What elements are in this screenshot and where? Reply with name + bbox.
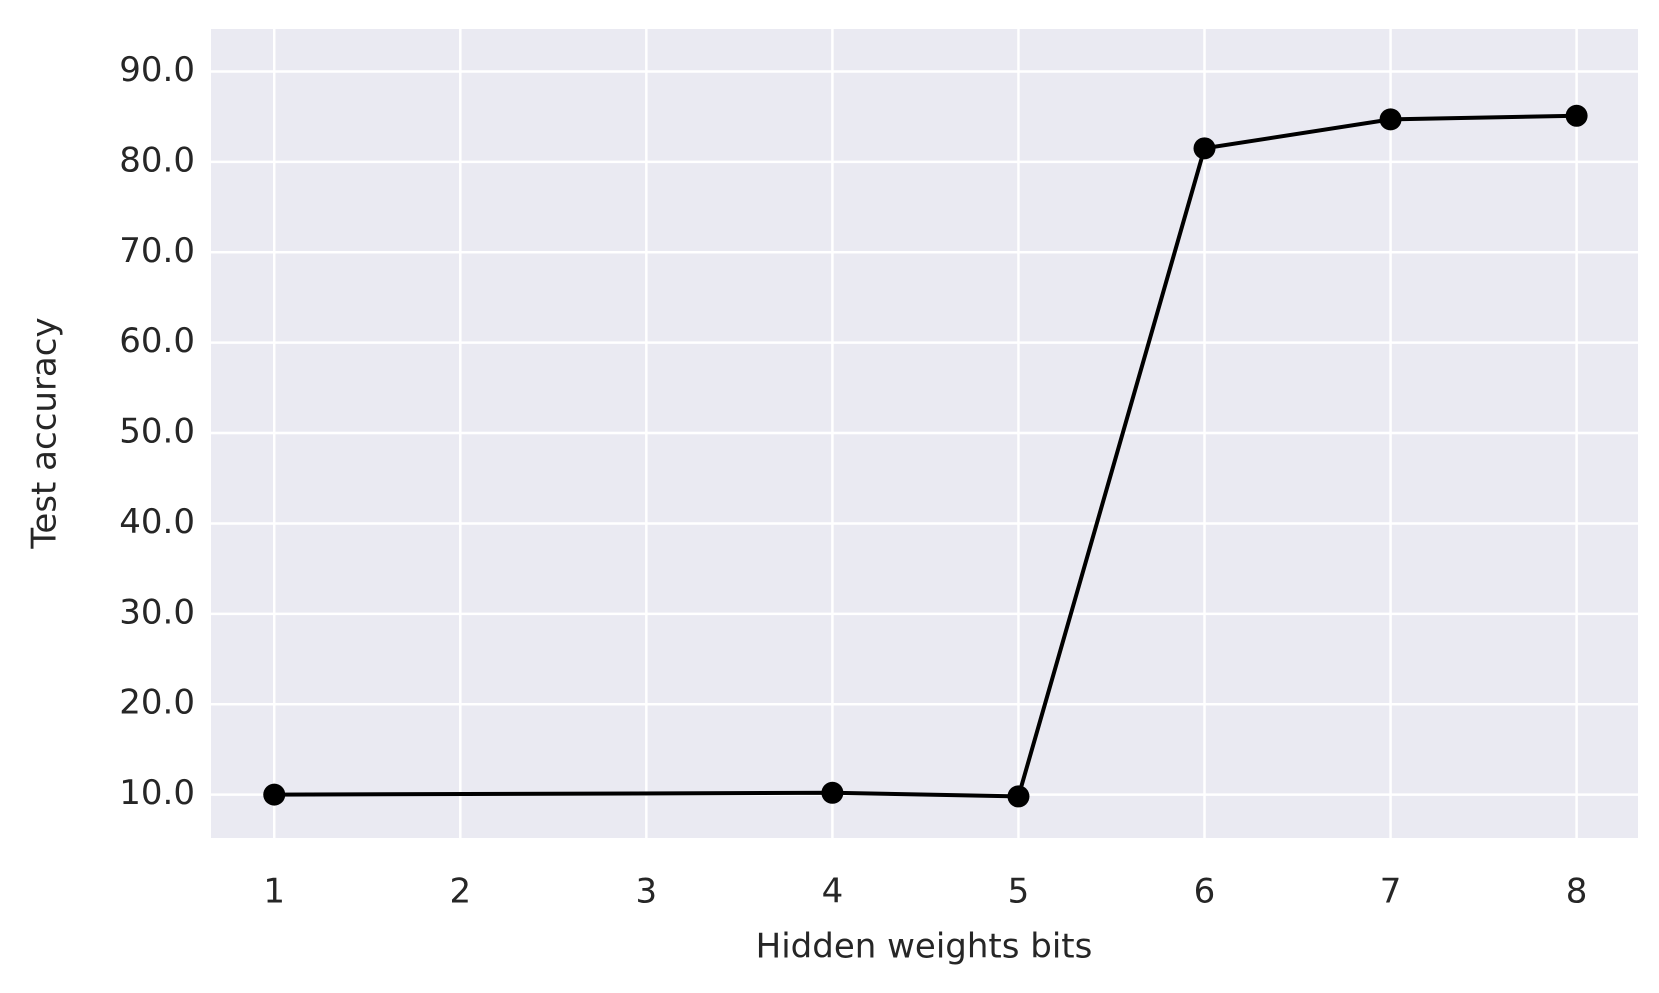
point [1193,137,1216,160]
y-axis-label: Test accuracy [25,317,65,549]
y-tick-label: 60.0 [119,321,195,361]
point [263,783,286,806]
point [821,781,844,804]
x-tick-label: 6 [1194,872,1216,912]
y-tick-label: 30.0 [119,592,195,632]
point [1007,785,1030,808]
x-tick-label: 8 [1566,872,1588,912]
y-tick-label: 40.0 [119,502,195,542]
point [1565,104,1588,127]
y-tick-label: 80.0 [119,140,195,180]
x-tick-label: 3 [636,872,658,912]
x-axis-label: Hidden weights bits [756,927,1093,967]
x-tick-label: 1 [263,872,285,912]
y-tick-label: 50.0 [119,412,195,452]
point [1379,108,1402,131]
y-tick-label: 70.0 [119,231,195,271]
line [274,113,1577,799]
x-tick-label: 4 [822,872,844,912]
x-tick-label: 2 [449,872,471,912]
y-tick-label: 90.0 [119,50,195,90]
x-tick-label: 7 [1380,872,1402,912]
y-tick-label: 10.0 [119,773,195,813]
x-tick-label: 5 [1008,872,1030,912]
y-tick-label: 20.0 [119,683,195,723]
